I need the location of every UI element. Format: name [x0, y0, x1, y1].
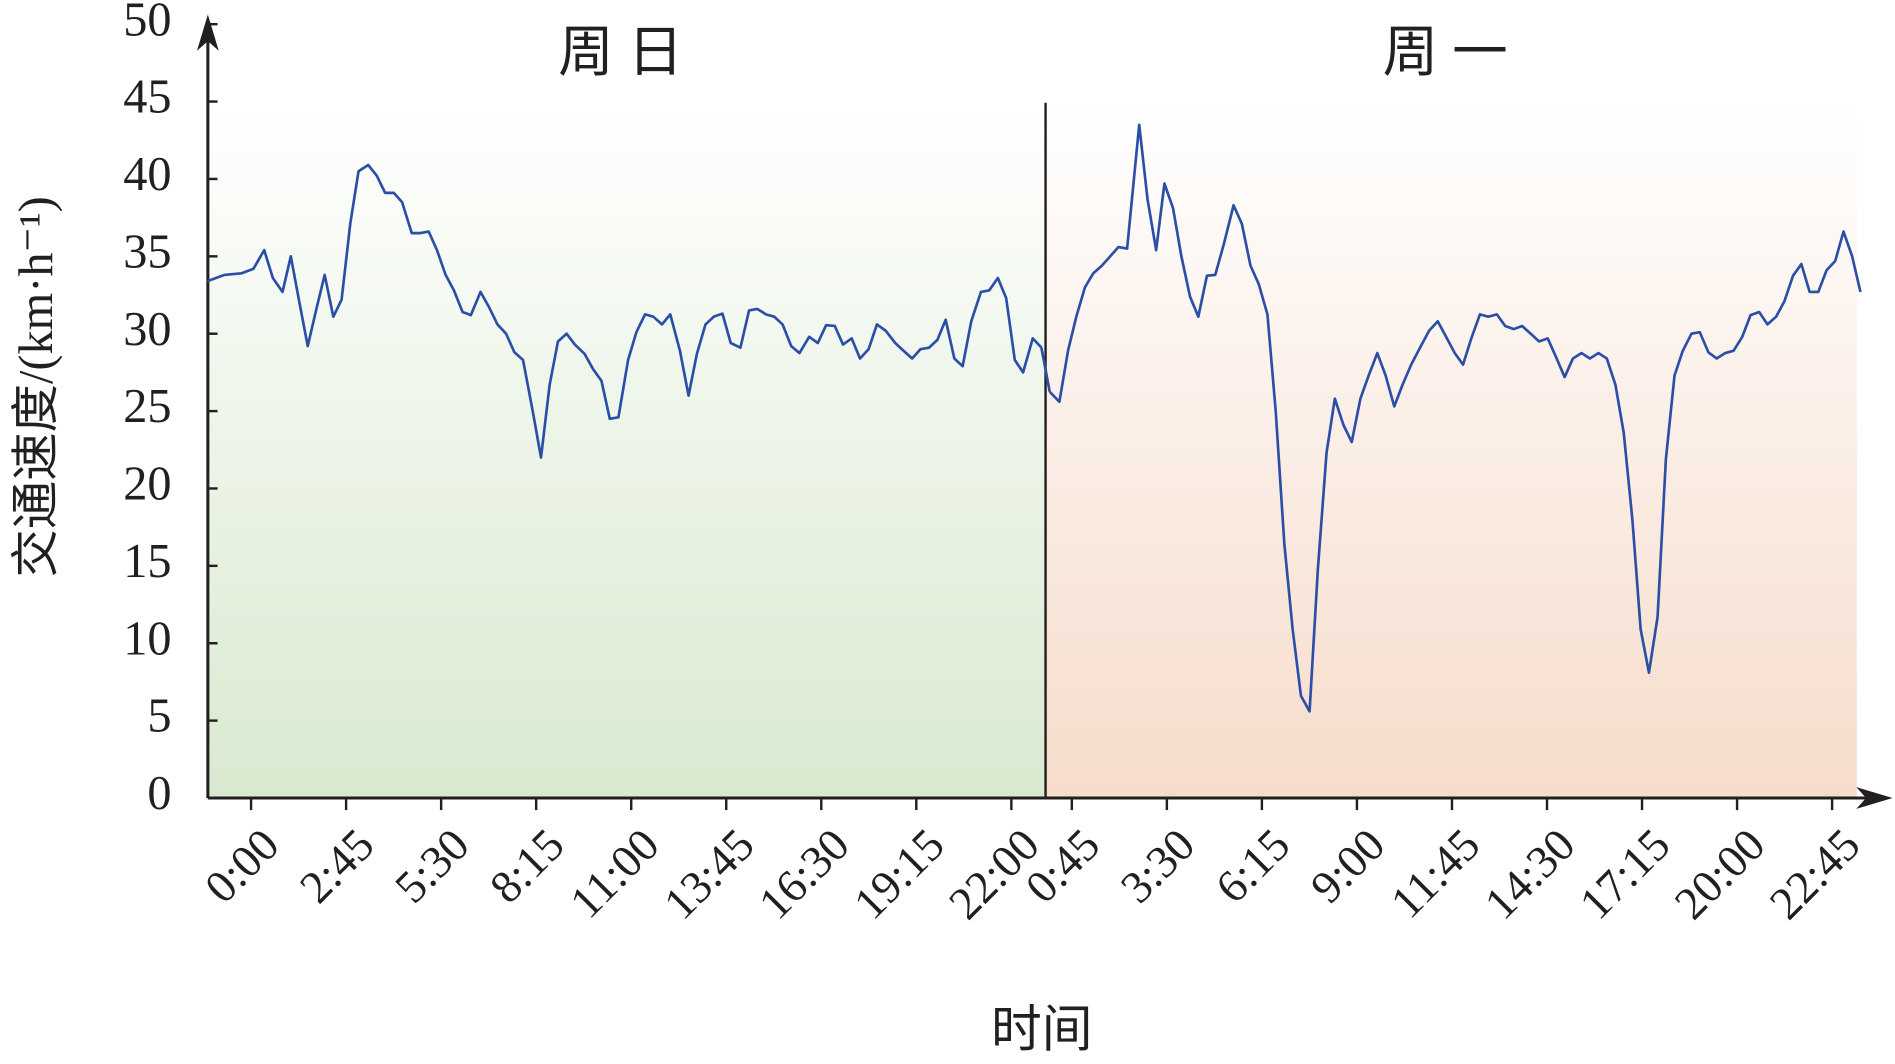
y-axis-arrow: [196, 14, 219, 51]
y-tick-label: 50: [123, 0, 171, 46]
x-tick-label: 11:00: [560, 819, 669, 928]
x-tick-label: 14:30: [1474, 819, 1584, 929]
y-tick-label: 30: [123, 303, 171, 356]
x-tick-label: 9:00: [1301, 819, 1395, 913]
x-tick-label: 20:00: [1665, 819, 1775, 929]
x-axis-label: 时间: [991, 1002, 1093, 1058]
x-tick-label: 2:45: [290, 819, 384, 913]
y-tick-label: 40: [123, 148, 171, 201]
y-tick-label: 10: [123, 612, 171, 665]
x-tick-label: 3:30: [1111, 819, 1205, 913]
x-axis-arrow: [1856, 787, 1893, 809]
y-tick-label: 35: [123, 225, 171, 278]
x-tick-label: 0:00: [195, 819, 289, 913]
period-panel: [207, 102, 1046, 799]
period-label: 周 一: [1383, 22, 1508, 84]
x-tick-label: 16:30: [749, 819, 859, 929]
x-tick-label: 8:15: [480, 819, 574, 913]
x-tick-label: 13:45: [654, 819, 764, 929]
y-tick-label: 0: [147, 767, 171, 820]
data-line: [207, 163, 1043, 459]
y-tick-label: 25: [123, 380, 171, 433]
period-label: 周 日: [558, 22, 683, 84]
x-tick-label: 0:45: [1016, 819, 1110, 913]
y-tick-label: 45: [123, 71, 171, 124]
y-tick-label: 15: [123, 535, 171, 588]
x-tick-label: 22:45: [1760, 819, 1870, 929]
y-tick-label: 20: [123, 458, 171, 511]
data-line: [1048, 123, 1862, 713]
x-tick-label: 17:15: [1570, 819, 1680, 929]
x-tick-label: 6:15: [1206, 819, 1300, 913]
x-tick-label: 19:15: [844, 819, 954, 929]
y-tick-label: 5: [147, 690, 171, 743]
period-panel: [1045, 102, 1857, 799]
x-tick-label: 11:45: [1381, 819, 1490, 928]
line-connector: [1040, 347, 1052, 392]
x-tick-label: 5:30: [385, 819, 479, 913]
y-axis-label: 交通速度/(km·h⁻¹): [10, 196, 63, 577]
